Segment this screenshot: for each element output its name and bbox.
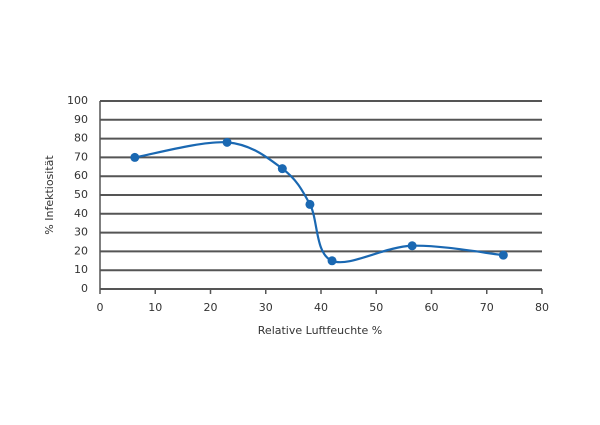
data-point: [498, 250, 508, 260]
data-point: [305, 199, 315, 209]
x-tick-label: 50: [369, 301, 383, 314]
x-tick-label: 30: [259, 301, 273, 314]
x-tick-label: 10: [148, 301, 162, 314]
y-tick-label: 80: [74, 132, 88, 145]
series-line: [134, 141, 504, 264]
x-tick-label: 60: [425, 301, 439, 314]
y-tick-label: 50: [74, 188, 88, 201]
x-tick-label: 40: [314, 301, 328, 314]
data-point: [407, 241, 417, 251]
data-point: [130, 152, 140, 162]
data-point: [277, 164, 287, 174]
y-tick-label: 70: [74, 150, 88, 163]
y-tick-label: 20: [74, 244, 88, 257]
y-tick-label: 0: [81, 282, 88, 295]
y-tick-label: 40: [74, 207, 88, 220]
x-tick-label: 0: [97, 301, 104, 314]
y-tick-label: 100: [67, 94, 88, 107]
x-tick-label: 80: [535, 301, 549, 314]
x-tick-label: 20: [204, 301, 218, 314]
y-tick-label: 60: [74, 169, 88, 182]
y-tick-label: 90: [74, 113, 88, 126]
y-axis-label: % Infektiosität: [43, 155, 56, 235]
x-axis-label: Relative Luftfeuchte %: [258, 324, 382, 337]
data-point: [222, 137, 232, 147]
y-tick-label: 10: [74, 263, 88, 276]
y-tick-label: 30: [74, 226, 88, 239]
data-point: [327, 256, 337, 266]
x-tick-label: 70: [480, 301, 494, 314]
